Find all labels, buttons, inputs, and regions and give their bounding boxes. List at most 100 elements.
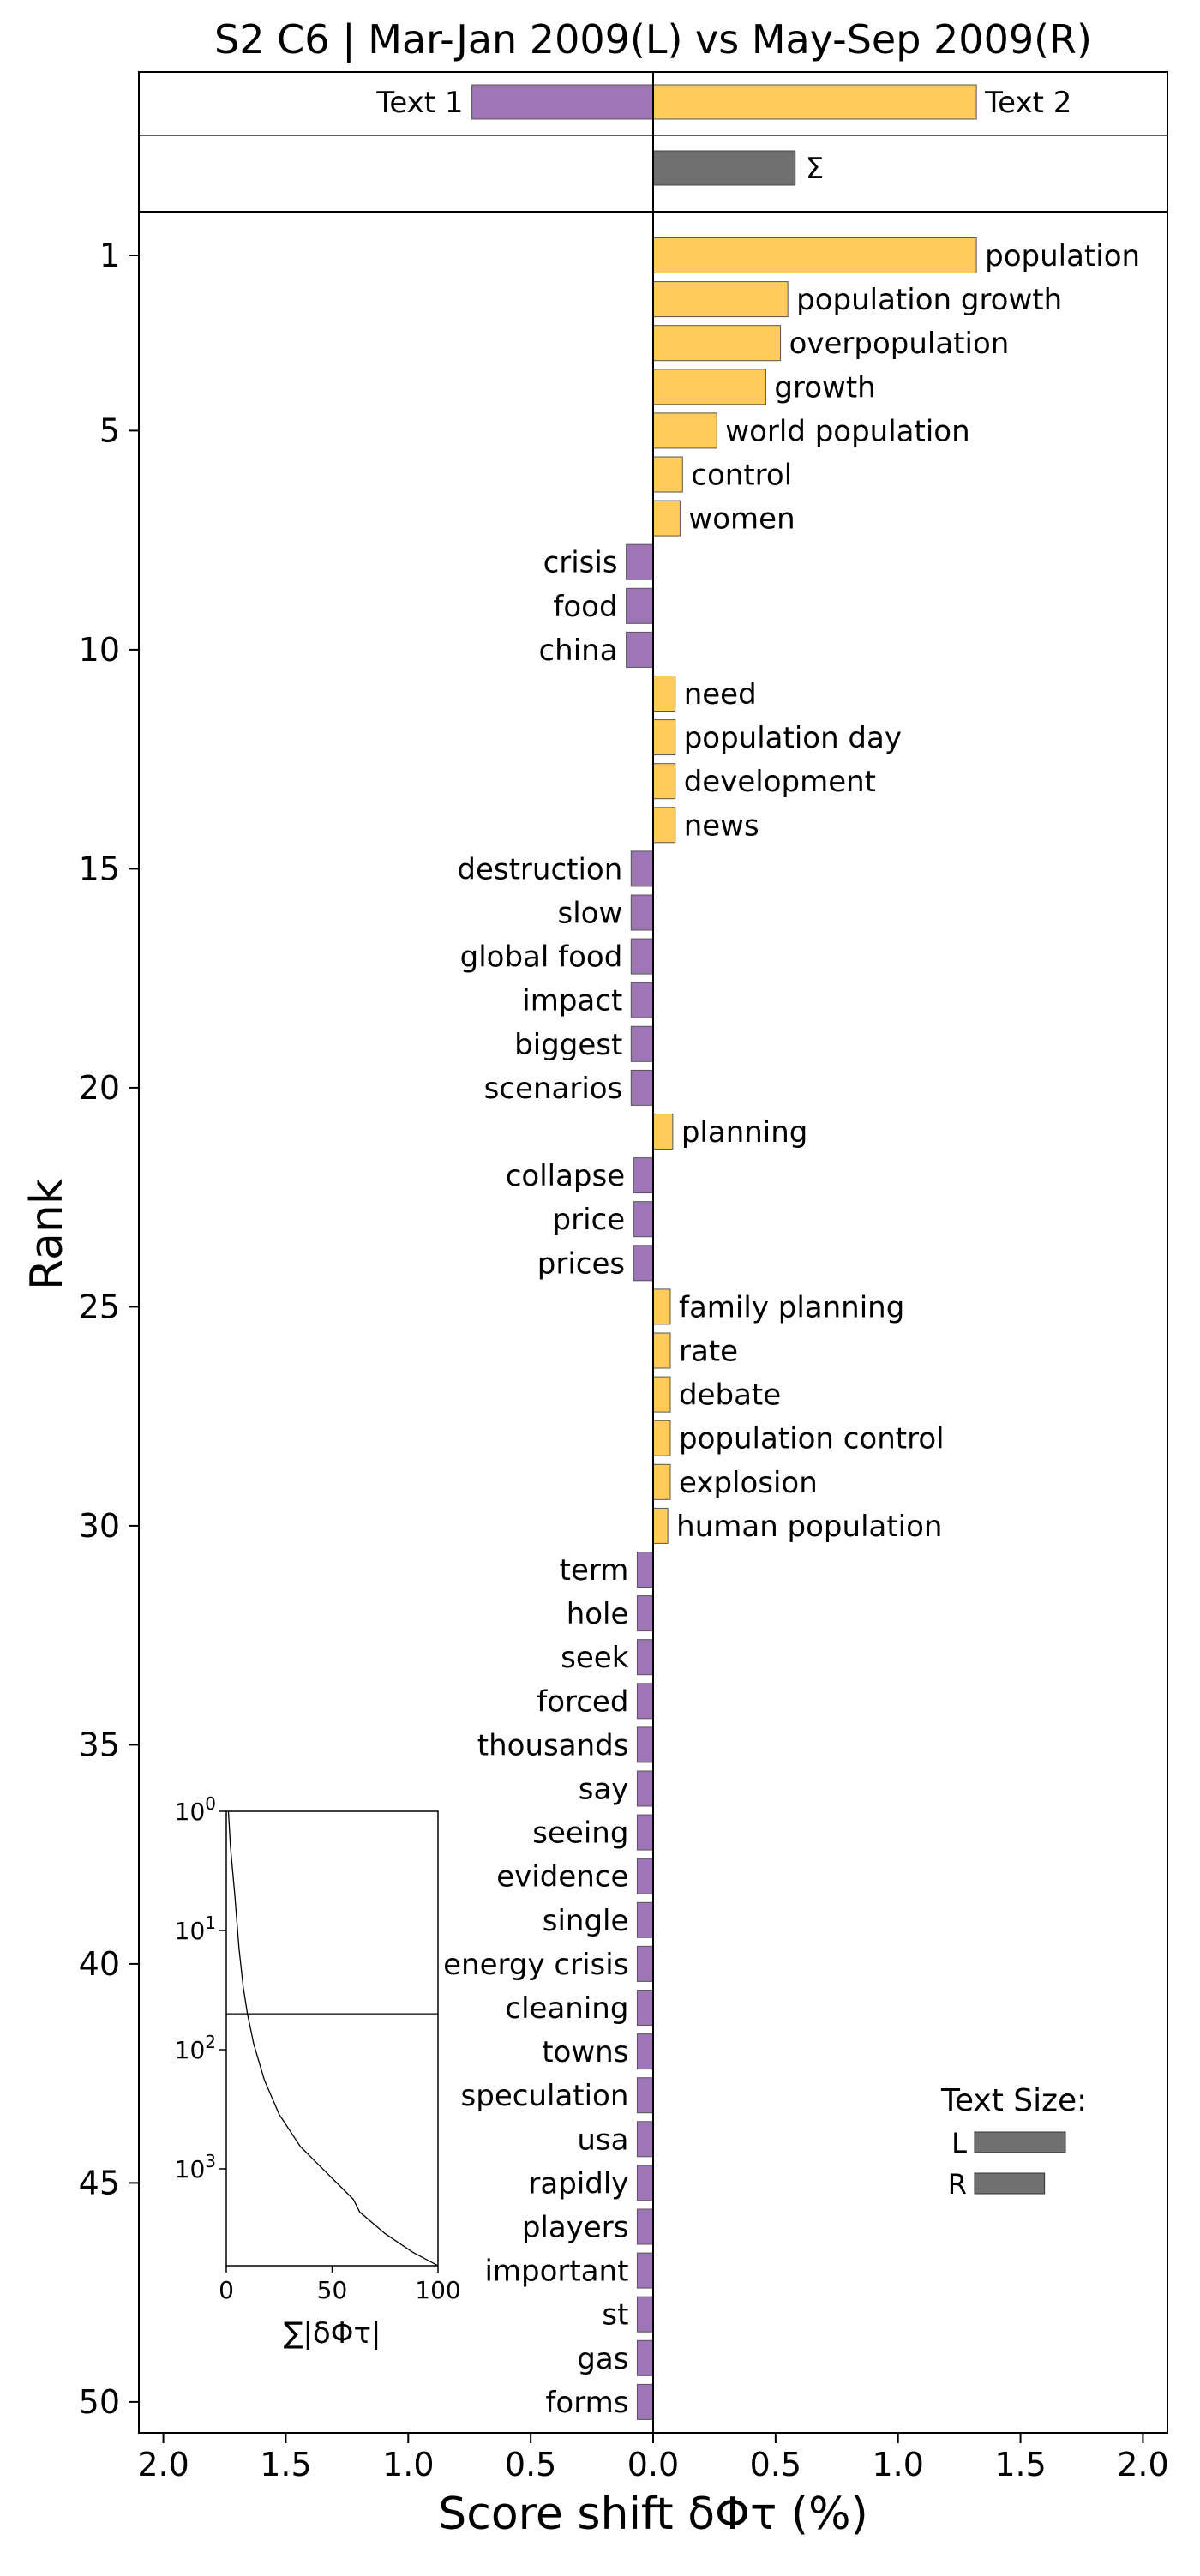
text-total-label: Text 1 [375, 86, 463, 120]
word-label: population growth [796, 283, 1062, 317]
word-bar [652, 763, 676, 800]
word-bar [636, 2296, 654, 2333]
word-bar [652, 237, 977, 273]
word-label: slow [558, 897, 623, 931]
word-bar [636, 2121, 654, 2158]
word-bar [636, 1683, 654, 1720]
word-label: single [543, 1904, 629, 1938]
word-label: thousands [477, 1728, 629, 1762]
sum-bar-label: Σ [806, 152, 824, 186]
y-tick-label: 35 [79, 1726, 120, 1763]
word-bar [652, 1288, 671, 1325]
x-tick-label: 0.0 [627, 2446, 679, 2483]
word-bar [652, 456, 683, 493]
word-label: term [560, 1553, 629, 1588]
y-axis-label: Rank [21, 1179, 73, 1290]
x-tick-label: 0.5 [750, 2446, 801, 2483]
y-tick-label: 45 [79, 2164, 120, 2201]
word-label: destruction [457, 852, 622, 886]
inset-y-tick-label: 102 [175, 2032, 216, 2064]
word-bar [636, 2165, 654, 2201]
word-bar [652, 1332, 671, 1369]
x-tick-label: 1.0 [382, 2446, 434, 2483]
word-label: global food [460, 940, 623, 975]
word-bar [652, 281, 789, 318]
word-label: population [985, 239, 1140, 273]
word-label: growth [774, 370, 875, 405]
word-bar [630, 982, 654, 1018]
inset-x-tick-label: 0 [219, 2276, 234, 2304]
word-label: impact [522, 984, 622, 1018]
y-tick-label: 25 [79, 1288, 120, 1325]
word-label: family planning [679, 1290, 904, 1324]
word-label: usa [577, 2123, 628, 2157]
word-bar [636, 1726, 654, 1763]
y-tick-label: 20 [79, 1069, 120, 1107]
inset-y-tick-label: 103 [175, 2151, 216, 2183]
word-bar [636, 1990, 654, 2026]
inset-x-label: ∑|δΦτ| [284, 2316, 381, 2351]
x-tick-label: 2.0 [1117, 2446, 1168, 2483]
y-tick-label: 5 [99, 411, 120, 449]
word-bar [652, 412, 717, 449]
text-total-bar [471, 84, 654, 120]
word-label: speculation [461, 2079, 629, 2113]
sum-bar [652, 150, 796, 186]
word-label: evidence [496, 1860, 628, 1894]
word-bar [636, 2252, 654, 2289]
legend-label: L [951, 2127, 967, 2159]
word-label: women [688, 502, 795, 537]
word-label: population day [684, 721, 902, 755]
word-bar [630, 894, 654, 931]
text-total-label: Text 2 [984, 86, 1071, 120]
word-label: population control [679, 1422, 945, 1456]
word-bar [633, 1157, 654, 1194]
word-bar [630, 850, 654, 887]
inset-cumulative-plot: 100 101 102 103 0 50 100 ∑|δΦτ| [175, 1793, 461, 2351]
word-label: rate [679, 1335, 738, 1369]
word-bar [633, 1245, 654, 1282]
y-tick-label: 10 [79, 631, 120, 669]
word-label: gas [577, 2342, 628, 2376]
word-bar [652, 1114, 674, 1150]
legend-bar [974, 2131, 1066, 2153]
word-bar [652, 325, 782, 362]
word-bar [636, 2077, 654, 2114]
word-label: important [484, 2255, 628, 2289]
word-bar [636, 2339, 654, 2376]
x-tick-label: 2.0 [137, 2446, 189, 2483]
word-bar [636, 1552, 654, 1588]
word-bar [636, 1770, 654, 1807]
chart-title: S2 C6 | Mar-Jan 2009(L) vs May-Sep 2009(… [214, 16, 1092, 63]
word-label: prices [537, 1246, 625, 1281]
inset-frame [225, 1810, 439, 2267]
y-tick-label: 30 [79, 1507, 120, 1545]
word-bar [636, 1639, 654, 1676]
word-bar [652, 369, 766, 405]
word-label: food [553, 590, 617, 624]
inset-curve [227, 1810, 439, 2267]
inset-x-tick-label: 100 [415, 2276, 460, 2304]
word-label: collapse [506, 1159, 625, 1193]
word-label: players [522, 2211, 629, 2245]
word-bar [652, 500, 681, 537]
word-bar [630, 1069, 654, 1106]
word-bar [630, 1025, 654, 1062]
y-tick-label: 15 [79, 850, 120, 887]
text-total-bar [652, 84, 977, 120]
word-label: seek [561, 1641, 629, 1675]
word-bar [652, 1376, 671, 1413]
word-bar [636, 2033, 654, 2070]
word-label: seeing [532, 1816, 628, 1851]
word-label: news [684, 808, 759, 843]
word-bar [652, 1420, 671, 1456]
word-label: price [553, 1203, 626, 1237]
y-tick-label: 1 [99, 237, 120, 274]
word-label: towns [542, 2035, 628, 2069]
word-bar [652, 807, 676, 844]
word-bar [626, 543, 654, 580]
word-label: need [684, 677, 757, 712]
x-tick-label: 1.5 [260, 2446, 311, 2483]
